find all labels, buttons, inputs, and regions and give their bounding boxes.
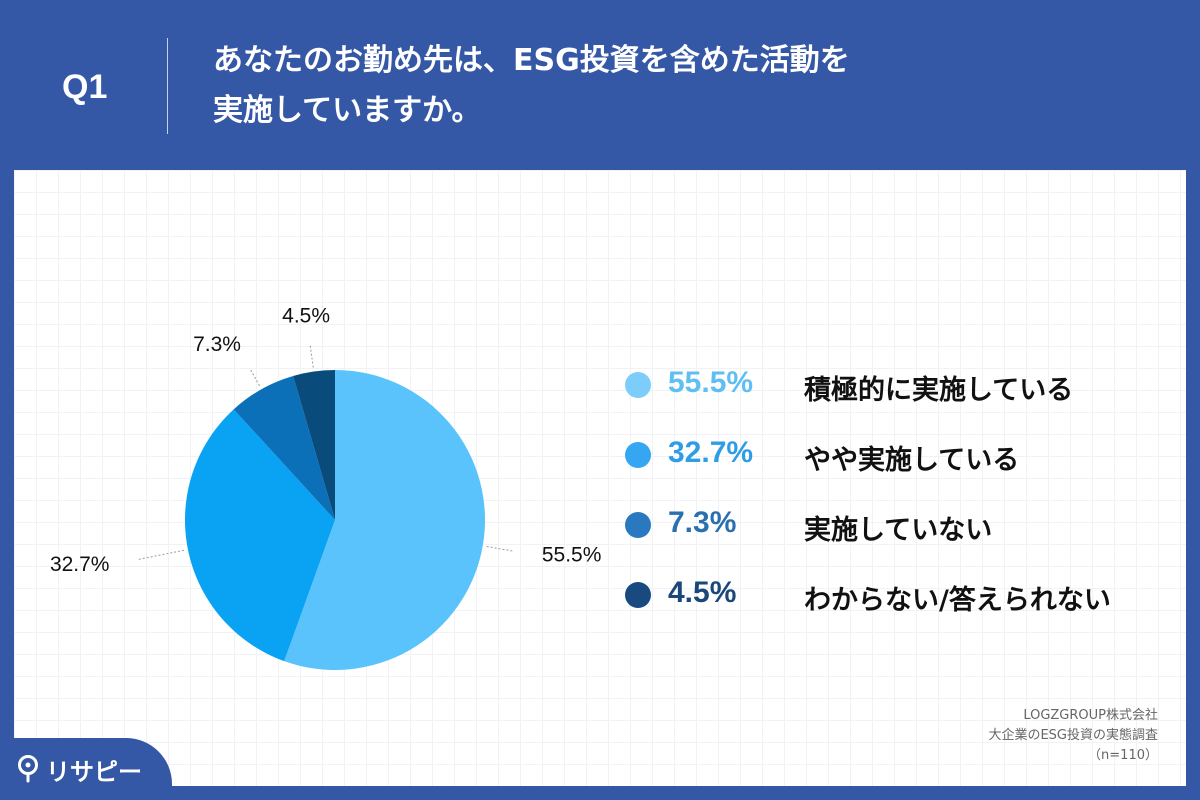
source-note: LOGZGROUP株式会社 大企業のESG投資の実態調査 （n=110）	[988, 706, 1158, 766]
legend-dot-icon	[625, 442, 651, 468]
legend-label: やや実施している	[804, 445, 1020, 476]
question-title-line-1: あなたのお勤め先は、ESG投資を含めた活動を	[213, 43, 850, 78]
pie-slice	[184, 409, 335, 662]
source-company: LOGZGROUP株式会社	[1023, 708, 1158, 723]
source-sample-size: （n=110）	[1088, 748, 1158, 763]
logo-text: リサピー	[46, 758, 142, 786]
legend-percent: 7.3%	[668, 506, 737, 539]
pie-data-label: 32.7%	[50, 553, 110, 576]
legend-dot-icon	[625, 582, 651, 608]
pin-icon	[18, 755, 38, 783]
pie-data-label: 55.5%	[542, 544, 602, 567]
legend-label: わからない/答えられない	[804, 585, 1111, 616]
legend-dot-icon	[625, 372, 651, 398]
pie-data-label: 4.5%	[282, 305, 330, 328]
legend-label: 積極的に実施している	[804, 375, 1074, 406]
leader-line	[136, 549, 185, 561]
legend-percent: 4.5%	[668, 576, 737, 609]
source-survey: 大企業のESG投資の実態調査	[988, 728, 1158, 743]
pie-slice	[284, 370, 485, 670]
pie-slice	[233, 375, 335, 520]
legend-percent: 55.5%	[668, 366, 754, 399]
leader-line	[486, 545, 515, 552]
header-divider	[167, 38, 168, 134]
pie-slice	[293, 370, 335, 520]
pie-data-label: 7.3%	[193, 333, 241, 356]
legend-label: 実施していない	[804, 515, 993, 546]
question-title-line-2: 実施していますか。	[213, 93, 482, 128]
leader-line	[250, 369, 260, 386]
legend-dot-icon	[625, 512, 651, 538]
leader-line	[309, 344, 314, 368]
chart-panel: 55.5% 32.7% 7.3% 4.5% 55.5% 積極的に実施している 32.7…	[14, 170, 1186, 786]
legend-percent: 32.7%	[668, 436, 754, 469]
question-title: あなたのお勤め先は、ESG投資を含めた活動を 実施していますか。	[213, 36, 850, 136]
pie-chart: 55.5% 32.7% 7.3% 4.5%	[50, 305, 602, 670]
brand-logo: リサピー	[0, 738, 172, 800]
question-number: Q1	[62, 68, 108, 106]
